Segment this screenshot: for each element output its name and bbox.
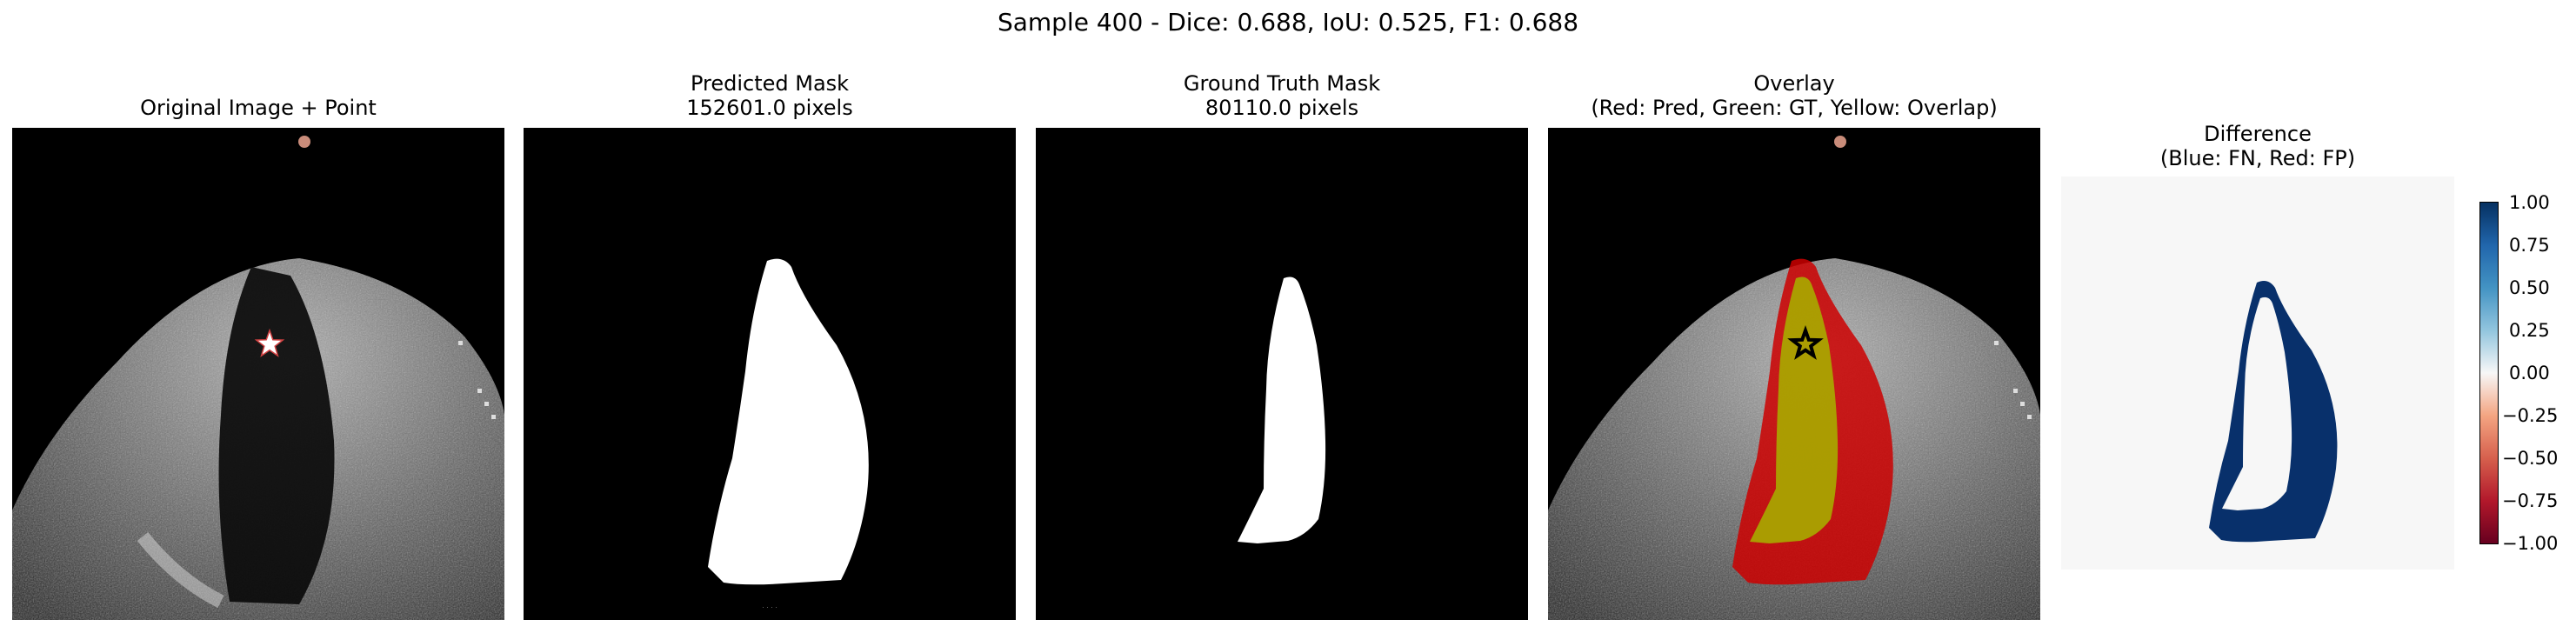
difference-panel (2061, 177, 2454, 570)
original-image-panel (12, 128, 504, 620)
star-icon (254, 328, 285, 357)
ultrasound-image (12, 128, 504, 620)
overlay-panel (1548, 128, 2040, 620)
panel-2-title-line-1: Predicted Mask (690, 71, 850, 96)
panel-5-title-line-1: Difference (2204, 122, 2312, 146)
difference-image (2061, 177, 2454, 570)
colorbar-tick-8: −0.75 (2502, 490, 2559, 511)
colorbar-tick-6: −0.25 (2502, 405, 2559, 426)
ground-truth-mask-panel (1036, 128, 1528, 620)
overlay-image (1548, 128, 2040, 620)
ground-truth-mask-image (1036, 128, 1528, 620)
figure-title: Sample 400 - Dice: 0.688, IoU: 0.525, F1… (997, 8, 1579, 37)
colorbar-tick-9: −1.00 (2502, 533, 2559, 554)
panel-3-title: Ground Truth Mask 80110.0 pixels (1036, 71, 1528, 120)
panel-5-title-line-2: (Blue: FN, Red: FP) (2159, 146, 2356, 170)
panel-4-title-line-2: (Red: Pred, Green: GT, Yellow: Overlap) (1591, 96, 1998, 120)
predicted-mask-panel: . . . . (524, 128, 1016, 620)
colorbar-tick-2: 0.75 (2509, 235, 2550, 256)
panel-1-title: Original Image + Point (12, 96, 504, 120)
predicted-mask-image: . . . . (524, 128, 1016, 620)
svg-text:. . . .: . . . . (762, 602, 777, 610)
colorbar-tick-4: 0.25 (2509, 320, 2550, 341)
colorbar-tick-1: 1.00 (2509, 192, 2550, 213)
panel-3-title-line-1: Ground Truth Mask (1183, 71, 1381, 96)
panel-3-title-line-2: 80110.0 pixels (1205, 96, 1359, 120)
colorbar-tick-7: −0.50 (2502, 448, 2559, 469)
panel-2-title: Predicted Mask 152601.0 pixels (524, 71, 1016, 120)
panel-1-title-line-1: Original Image + Point (140, 96, 377, 120)
colorbar-tick-5: 0.00 (2509, 363, 2550, 383)
star-icon (1787, 324, 1824, 360)
false-negative-region (2209, 281, 2338, 543)
panel-4-title: Overlay (Red: Pred, Green: GT, Yellow: O… (1548, 71, 2040, 120)
colorbar-tick-3: 0.50 (2509, 277, 2550, 298)
panel-2-title-line-2: 152601.0 pixels (686, 96, 853, 120)
panel-4-title-line-1: Overlay (1753, 71, 1835, 96)
colorbar (2479, 202, 2499, 544)
panel-5-title: Difference (Blue: FN, Red: FP) (2061, 122, 2454, 170)
